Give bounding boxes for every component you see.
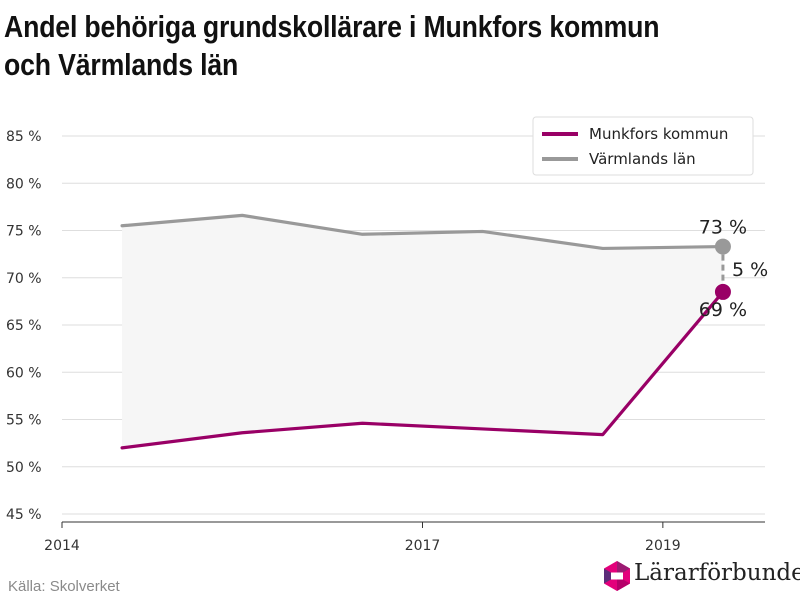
series-line-1 [120, 213, 725, 251]
legend-box [532, 116, 754, 176]
y-tick-label-6: 75 % [6, 224, 42, 240]
difference-label: 5 % [732, 259, 768, 281]
series-endpoint-0 [714, 283, 731, 300]
x-tick-label-1: 2017 [405, 538, 441, 554]
y-tick-label-1: 50 % [6, 460, 42, 476]
end-annotations: 73 % 69 % 5 % [699, 217, 768, 321]
y-tick-label-7: 80 % [6, 176, 42, 192]
x-tick-label-2: 2019 [645, 538, 681, 554]
gap-area [122, 215, 723, 448]
series-gap-area [122, 215, 723, 448]
end-value-label-lower: 69 % [699, 299, 747, 321]
series-endpoint-1 [714, 238, 731, 255]
line-chart: 45 % 50 % 55 % 60 % 65 % 70 % 75 % 80 % 85 % 2014… [6, 116, 768, 554]
y-tick-label-2: 55 % [6, 413, 42, 429]
legend: Munkfors kommun Värmlands län [532, 116, 754, 176]
chart-title: Andel behöriga grundskollärare i Munkfor… [4, 9, 660, 82]
y-tick-label-3: 60 % [6, 365, 42, 381]
brand-logo: Lärarförbundet [600, 556, 800, 596]
end-value-label-upper: 73 % [699, 217, 747, 239]
axes: 45 % 50 % 55 % 60 % 65 % 70 % 75 % 80 % 85 % 2014… [6, 129, 765, 554]
brand-name: Lärarförbundet [634, 560, 800, 586]
y-tick-label-0: 45 % [6, 507, 42, 523]
y-tick-label-8: 85 % [6, 129, 42, 145]
x-tick-label-0: 2014 [44, 538, 80, 554]
lararforbundet-logo-icon [604, 561, 630, 591]
source-note: Källa: Skolverket [8, 578, 120, 595]
legend-label-0: Munkfors kommun [589, 125, 728, 143]
series-line-0 [120, 290, 725, 450]
legend-label-1: Värmlands län [589, 150, 696, 168]
y-tick-label-4: 65 % [6, 318, 42, 334]
series-lines [120, 213, 725, 450]
y-tick-label-5: 70 % [6, 271, 42, 287]
